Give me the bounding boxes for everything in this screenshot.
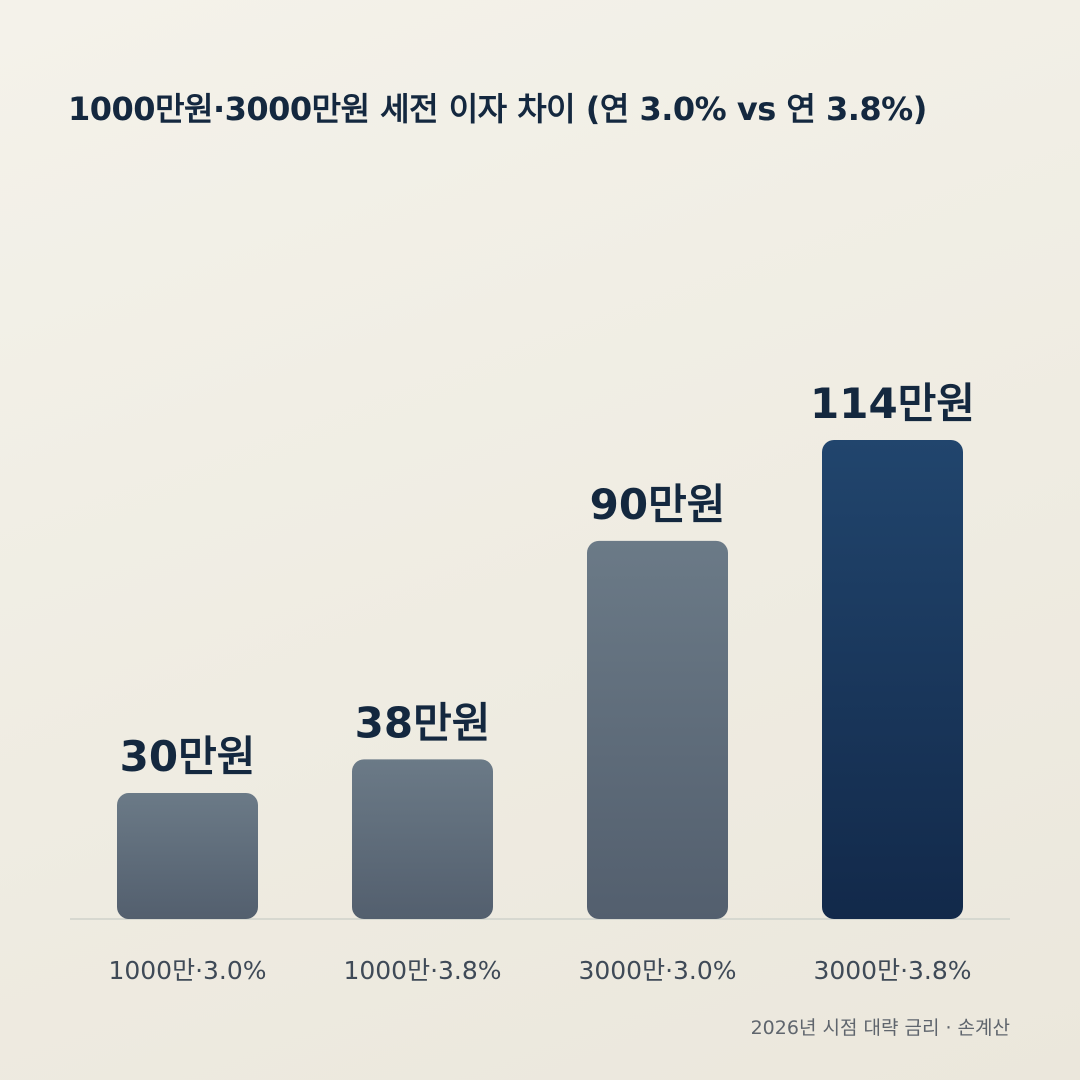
bar-4 bbox=[822, 440, 963, 919]
x-tick-label-3: 3000만·3.0% bbox=[578, 956, 736, 985]
x-tick-label-1: 1000만·3.0% bbox=[108, 956, 266, 985]
bar-2 bbox=[352, 759, 493, 919]
bar-1 bbox=[117, 792, 258, 919]
data-label-4: 114만원 bbox=[810, 379, 975, 428]
data-label-2: 38만원 bbox=[355, 698, 491, 747]
x-tick-label-4: 3000만·3.8% bbox=[813, 956, 971, 985]
source-footnote: 2026년 시점 대략 금리 · 손계산 bbox=[750, 1017, 1010, 1039]
bar-3 bbox=[587, 540, 728, 919]
chart-title: 1000만원·3000만원 세전 이자 차이 (연 3.0% vs 연 3.8%… bbox=[68, 90, 927, 128]
data-label-3: 90만원 bbox=[590, 480, 726, 529]
data-label-1: 30만원 bbox=[120, 732, 256, 781]
x-tick-label-2: 1000만·3.8% bbox=[343, 956, 501, 985]
